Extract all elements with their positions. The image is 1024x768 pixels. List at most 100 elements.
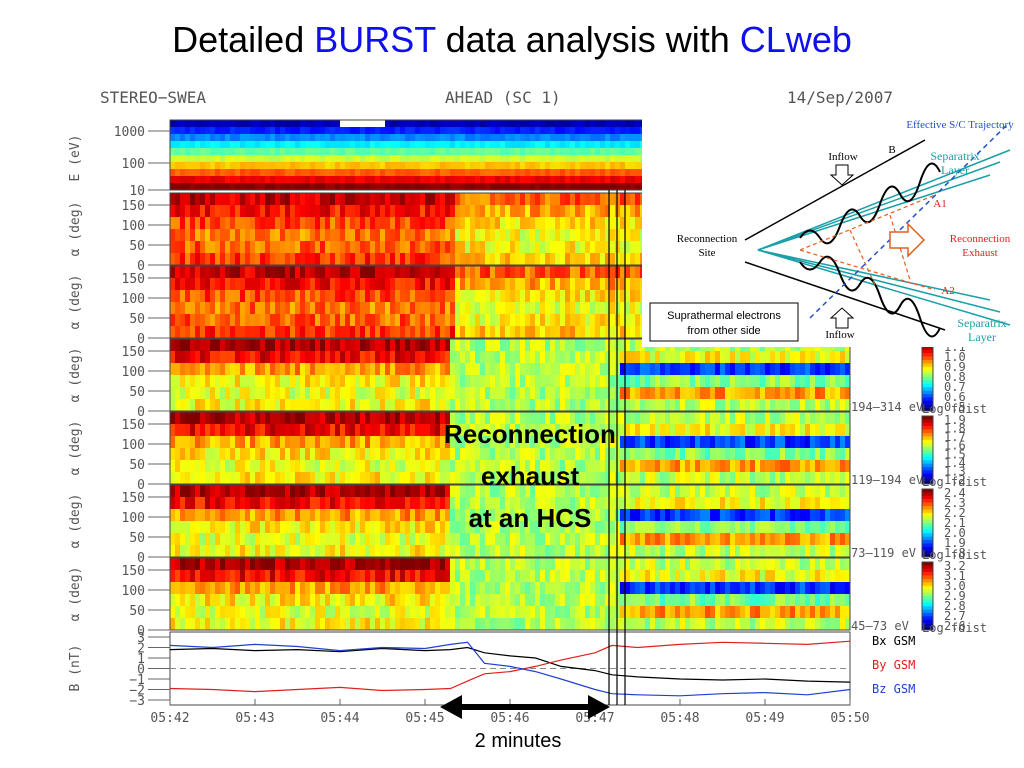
spectrogram-cell [570,266,576,279]
spectrogram-cell [245,290,251,303]
spectrogram-cell [480,176,486,184]
spectrogram-cell [200,521,206,534]
spectrogram-cell [585,387,591,400]
spectrogram-cell [540,148,546,156]
spectrogram-cell [620,387,626,400]
spectrogram-cell [535,351,541,364]
spectrogram-cell [320,521,326,534]
spectrogram-cell [455,412,461,425]
spectrogram-cell [500,448,506,461]
spectrogram-cell [230,278,236,291]
spectrogram-cell [445,217,451,230]
spectrogram-cell [580,460,586,473]
spectrogram-cell [845,460,851,473]
spectrogram-cell [175,176,181,184]
spectrogram-cell [260,169,266,177]
spectrogram-cell [350,266,356,279]
spectrogram-cell [300,169,306,177]
spectrogram-cell [635,290,641,303]
spectrogram-cell [260,533,266,546]
spectrogram-cell [420,193,426,206]
spectrogram-cell [215,302,221,315]
spectrogram-cell [255,399,261,412]
spectrogram-cell [180,148,186,156]
spectrogram-cell [385,351,391,364]
spectrogram-cell [355,176,361,184]
spectrogram-cell [295,176,301,184]
spectrogram-cell [610,314,616,327]
spectrogram-cell [280,472,286,485]
spectrogram-cell [220,169,226,177]
spectrogram-cell [515,290,521,303]
spectrogram-cell [705,412,711,425]
spectrogram-cell [235,545,241,558]
spectrogram-cell [620,472,626,485]
spectrogram-cell [370,399,376,412]
spectrogram-cell [745,448,751,461]
spectrogram-cell [775,424,781,437]
spectrogram-cell [495,302,501,315]
spectrogram-cell [600,155,606,163]
spectrogram-cell [505,436,511,449]
spectrogram-cell [370,521,376,534]
spectrogram-cell [570,205,576,218]
spectrogram-cell [345,363,351,376]
spectrogram-cell [580,148,586,156]
spectrogram-cell [590,229,596,242]
spectrogram-cell [845,436,851,449]
spectrogram-cell [245,314,251,327]
spectrogram-cell [590,141,596,149]
spectrogram-cell [305,533,311,546]
spectrogram-cell [805,448,811,461]
spectrogram-cell [310,375,316,388]
spectrogram-cell [815,412,821,425]
spectrogram-cell [405,183,411,191]
spectrogram-cell [425,241,431,254]
spectrogram-cell [510,241,516,254]
spectrogram-cell [410,134,416,142]
spectrogram-cell [425,448,431,461]
spectrogram-cell [420,472,426,485]
colorbar [922,343,933,412]
spectrogram-cell [805,412,811,425]
spectrogram-cell [335,127,341,135]
spectrogram-cell [820,412,826,425]
spectrogram-cell [845,351,851,364]
spectrogram-cell [440,134,446,142]
spectrogram-cell [700,472,706,485]
spectrogram-cell [235,229,241,242]
spectrogram-cell [285,460,291,473]
spectrogram-cell [370,253,376,266]
spectrogram-cell [470,134,476,142]
spectrogram-cell [790,448,796,461]
spectrogram-cell [525,436,531,449]
spectrogram-cell [245,278,251,291]
spectrogram-cell [545,375,551,388]
spectrogram-cell [830,399,836,412]
spectrogram-cell [285,193,291,206]
spectrogram-cell [335,326,341,339]
spectrogram-cell [470,193,476,206]
spectrogram-cell [390,253,396,266]
spectrogram-cell [555,424,561,437]
spectrogram-cell [480,217,486,230]
spectrogram-cell [820,472,826,485]
spectrogram-cell [835,363,841,376]
spectrogram-cell [550,205,556,218]
spectrogram-cell [255,375,261,388]
spectrogram-cell [580,436,586,449]
spectrogram-cell [780,399,786,412]
spectrogram-cell [795,472,801,485]
spectrogram-cell [310,253,316,266]
spectrogram-cell [500,290,506,303]
spectrogram-cell [235,448,241,461]
spectrogram-cell [610,193,616,206]
spectrogram-cell [265,448,271,461]
spectrogram-cell [210,387,216,400]
spectrogram-cell [185,375,191,388]
spectrogram-cell [240,339,246,352]
spectrogram-cell [215,193,221,206]
spectrogram-cell [840,387,846,400]
spectrogram-cell [550,314,556,327]
spectrogram-cell [345,148,351,156]
